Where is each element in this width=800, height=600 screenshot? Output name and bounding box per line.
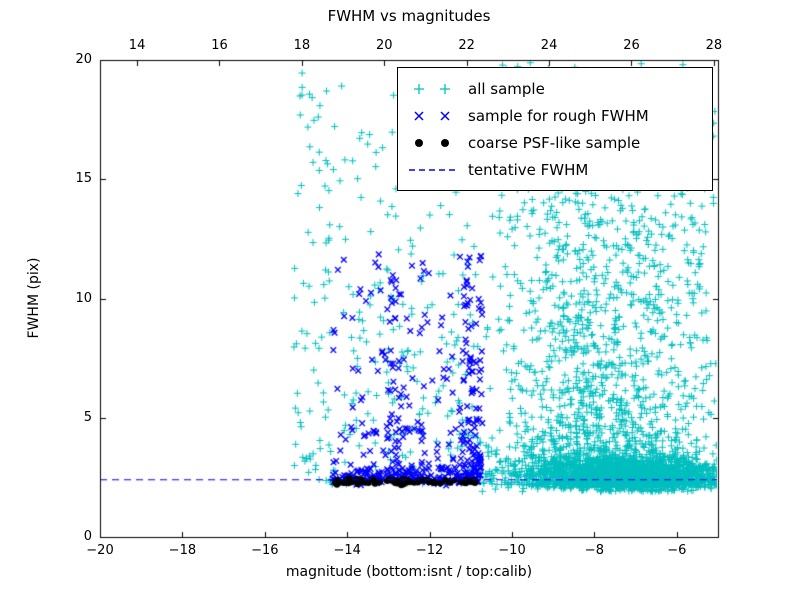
legend-marker-x-icon <box>414 110 450 121</box>
x-bottom-tick-label: −20 <box>86 543 114 558</box>
x-top-tick-label: 22 <box>458 38 475 53</box>
legend-entry: tentative FWHM <box>406 156 704 183</box>
x-bottom-tick-label: −12 <box>415 543 444 558</box>
x-top-tick-label: 14 <box>128 38 146 53</box>
chart-title: FWHM vs magnitudes <box>327 7 491 25</box>
legend-marker-dashed-line-icon <box>409 168 455 171</box>
legend-entry-label: sample for rough FWHM <box>468 106 649 125</box>
x-bottom-tick-label: −10 <box>498 543 526 558</box>
legend-marker-plus-icon <box>414 83 450 94</box>
x-bottom-tick-label: −18 <box>168 543 197 558</box>
legend-entry: all sample <box>406 75 704 102</box>
legend-entry: sample for rough FWHM <box>406 102 704 129</box>
y-axis-label: FWHM (pix) <box>26 257 42 339</box>
y-tick-label: 5 <box>83 409 92 425</box>
legend-entry-label: coarse PSF-like sample <box>468 133 641 152</box>
x-top-tick-label: 18 <box>293 38 311 53</box>
x-top-tick-label: 24 <box>540 38 558 53</box>
legend-marker-dot-icon <box>415 138 449 147</box>
legend-entry-label: all sample <box>468 79 545 98</box>
x-bottom-tick-label: −14 <box>333 543 361 558</box>
legend: all sample sample for rough FWHM coarse PS… <box>397 67 713 191</box>
x-top-tick-label: 20 <box>375 38 393 53</box>
x-top-tick-label: 16 <box>211 38 228 53</box>
x-top-tick-label: 28 <box>705 38 723 53</box>
x-bottom-tick-label: −8 <box>584 543 604 558</box>
y-tick-label: 0 <box>83 529 92 544</box>
legend-entry-label: tentative FWHM <box>468 160 589 179</box>
x-axis-label: magnitude (bottom:isnt / top:calib) <box>285 564 533 580</box>
x-bottom-tick-label: −16 <box>251 543 279 558</box>
x-top-tick-label: 26 <box>623 38 640 53</box>
y-tick-label: 15 <box>75 171 92 187</box>
x-bottom-tick-label: −6 <box>667 543 687 558</box>
legend-entry: coarse PSF-like sample <box>406 129 704 156</box>
y-tick-label: 10 <box>75 290 92 306</box>
y-tick-label: 20 <box>75 52 92 67</box>
